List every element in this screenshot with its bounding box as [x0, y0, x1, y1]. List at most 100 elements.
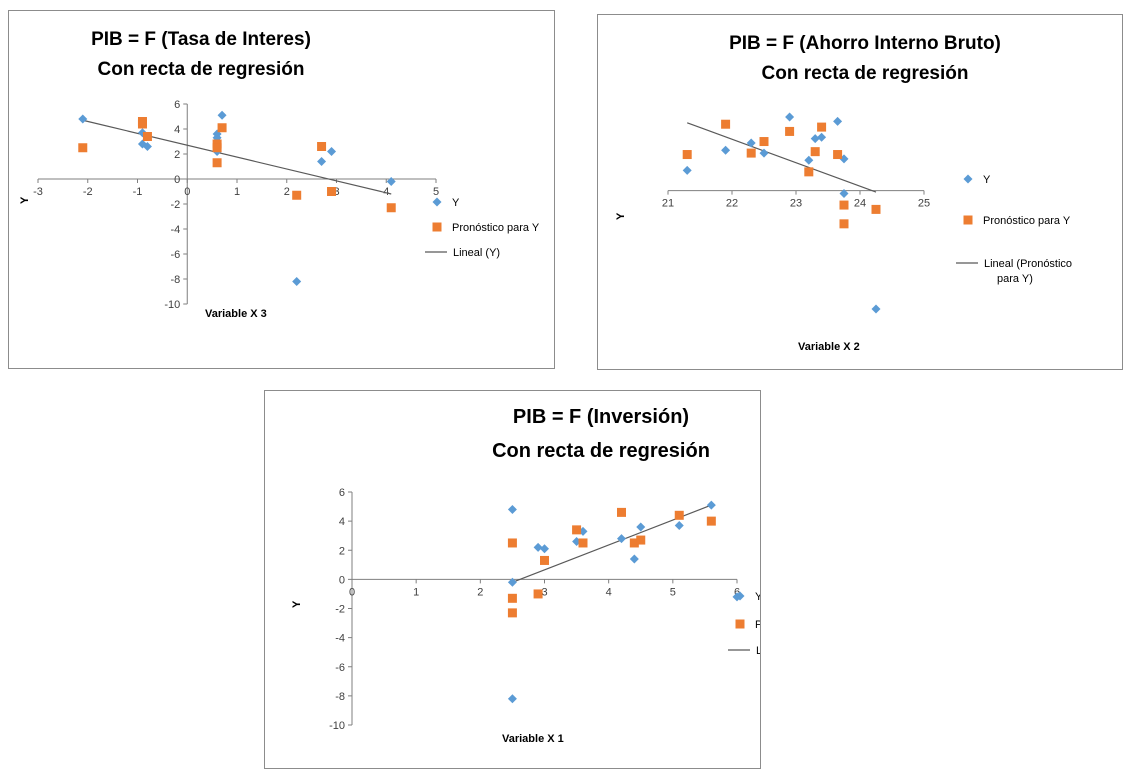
y-tick-label: -4: [170, 224, 180, 236]
y-tick-label: -6: [335, 662, 345, 674]
point-y: [317, 157, 327, 166]
point-pronostico: [78, 143, 88, 153]
point-y: [629, 554, 639, 564]
y-tick-label: 6: [339, 487, 345, 499]
x-tick-label: 21: [662, 198, 674, 210]
x-tick-label: 3: [541, 586, 547, 598]
y-tick-label: 0: [174, 174, 180, 186]
point-pronostico: [217, 123, 227, 133]
point-y: [810, 134, 820, 144]
point-pronostico: [759, 137, 769, 147]
x-axis-title: Variable X 3: [205, 308, 267, 320]
point-pronostico: [833, 150, 843, 160]
legend-pronostico-marker: [963, 215, 973, 225]
point-pronostico: [212, 158, 222, 168]
point-pronostico: [317, 142, 327, 151]
point-pronostico: [636, 535, 646, 545]
point-pronostico: [785, 126, 795, 136]
point-pronostico: [839, 219, 849, 229]
point-pronostico: [540, 555, 549, 565]
y-axis-title: Y: [615, 212, 627, 220]
x-tick-label: 0: [184, 186, 190, 198]
chart-title-line-1: PIB = F (Ahorro Interno Bruto): [729, 33, 1001, 54]
legend-y-marker: [735, 591, 745, 601]
chart-title-line-1: PIB = F (Tasa de Interes): [91, 29, 311, 50]
x-tick-label: 23: [790, 198, 802, 210]
x-tick-label: 24: [854, 198, 866, 210]
x-tick-label: 1: [234, 186, 240, 198]
point-pronostico: [629, 538, 639, 548]
x-tick-label: -2: [83, 186, 93, 198]
chart-ahorro-interno-bruto: PIB = F (Ahorro Interno Bruto) Con recta …: [597, 14, 1123, 370]
y-tick-label: -4: [335, 633, 345, 645]
x-tick-label: 4: [606, 586, 612, 598]
point-y: [804, 155, 814, 165]
point-y: [217, 110, 227, 120]
point-y: [617, 534, 626, 544]
chart-title-line-1: PIB = F (Inversión): [513, 406, 689, 428]
x-tick-label: 22: [726, 198, 738, 210]
legend-pronostico-label: Pronóstico para Y: [983, 215, 1071, 227]
point-pronostico: [817, 122, 827, 132]
chart-tasa-de-interes-svg: PIB = F (Tasa de Interes) Con recta de re…: [19, 29, 540, 320]
point-y: [327, 147, 337, 156]
point-y: [572, 537, 582, 547]
y-tick-label: -2: [335, 604, 345, 616]
chart-ahorro-interno-bruto-svg: PIB = F (Ahorro Interno Bruto) Con recta …: [615, 33, 1072, 353]
point-y: [839, 189, 849, 199]
chart-title-line-2: Con recta de regresión: [762, 63, 969, 84]
legend-pronostico-marker: [432, 222, 442, 232]
y-tick-label: 6: [174, 99, 180, 111]
point-pronostico: [706, 516, 716, 526]
point-y: [507, 694, 517, 704]
point-y: [682, 165, 692, 175]
legend-trendline-label: Lineal (Pronóstico para Y): [984, 258, 1072, 285]
point-y: [817, 132, 827, 142]
x-tick-label: 4: [383, 186, 389, 198]
point-y: [142, 142, 152, 151]
y-tick-label: -8: [335, 691, 345, 703]
point-pronostico: [137, 119, 147, 129]
y-tick-label: -8: [170, 274, 180, 286]
point-y: [706, 500, 716, 510]
point-pronostico: [721, 119, 731, 129]
x-tick-label: 1: [413, 586, 419, 598]
y-tick-label: 2: [339, 545, 345, 557]
chart-inversion: PIB = F (Inversión) Con recta de regresió…: [264, 390, 761, 769]
point-pronostico: [804, 167, 814, 177]
point-pronostico: [839, 200, 849, 210]
point-pronostico: [746, 148, 756, 158]
x-tick-label: -1: [133, 186, 143, 198]
x-tick-label: 2: [284, 186, 290, 198]
legend-y-marker: [432, 197, 442, 207]
y-tick-label: 4: [174, 124, 180, 136]
point-y: [759, 148, 769, 158]
y-tick-label: 4: [339, 516, 345, 528]
point-y: [386, 177, 396, 186]
point-pronostico: [507, 538, 517, 548]
legend-y-label: Y: [452, 197, 460, 209]
point-y: [507, 577, 517, 587]
point-y: [78, 114, 88, 124]
point-pronostico: [142, 132, 152, 141]
chart-inversion-svg: PIB = F (Inversión) Con recta de regresió…: [291, 406, 760, 745]
x-tick-label: 5: [433, 186, 439, 198]
legend-y-label: Y: [755, 591, 760, 603]
legend-pronostico-label: Pronóstico para Y: [755, 619, 760, 631]
x-tick-label: 25: [918, 198, 930, 210]
point-pronostico: [507, 593, 517, 603]
chart-tasa-de-interes: PIB = F (Tasa de Interes) Con recta de re…: [8, 10, 555, 369]
point-pronostico: [682, 150, 692, 160]
chart-title-line-2: Con recta de regresión: [98, 59, 305, 80]
regression-trendline: [686, 122, 877, 193]
x-axis-title: Variable X 1: [502, 733, 564, 745]
point-pronostico: [212, 143, 222, 153]
legend-y-label: Y: [983, 174, 991, 186]
y-tick-label: -10: [329, 720, 345, 732]
point-y: [636, 522, 646, 532]
point-pronostico: [871, 204, 881, 214]
x-tick-label: 2: [477, 586, 483, 598]
y-tick-label: -6: [170, 249, 180, 261]
point-pronostico: [327, 187, 337, 196]
